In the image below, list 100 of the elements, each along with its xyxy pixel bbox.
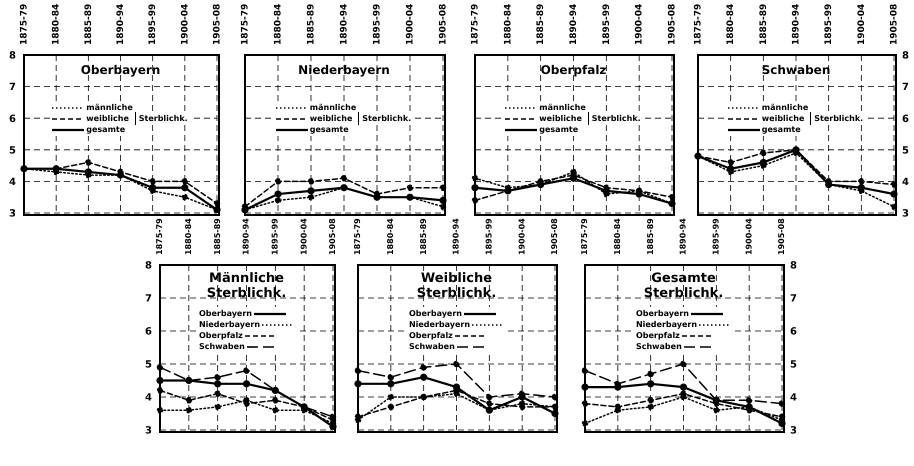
x-tick-label: 1900-04 — [180, 4, 190, 45]
y-tick-label: 3 — [9, 208, 16, 220]
y-tick-label: 8 — [9, 50, 16, 62]
y-tick-label: 6 — [902, 114, 909, 125]
text: Weibliche Sterblichk. — [416, 271, 498, 301]
x-tick-label: 1885-89 — [84, 4, 94, 45]
y-tick-label: 4 — [790, 392, 797, 404]
legend-label: männliche — [539, 102, 586, 113]
x-tick-label: 1905-08 — [667, 4, 678, 45]
x-tick-label: 1905-08 — [438, 4, 448, 45]
text: Niederbayern — [297, 62, 391, 78]
legend-label: Niederbayern — [198, 319, 260, 330]
legend-label: Niederbayern — [636, 319, 698, 330]
legend-label: gesamte — [539, 124, 578, 135]
y-tick-label: 7 — [902, 82, 909, 94]
x-tick-label: 1880-84 — [184, 218, 194, 255]
x-tick-label: 1885-89 — [536, 4, 546, 45]
x-tick-label: 1900-04 — [634, 4, 645, 45]
text: Schwaben — [760, 62, 832, 78]
x-tick-label: 1880-84 — [613, 218, 622, 255]
legend-label: männliche — [310, 102, 356, 113]
legend-label: Oberbayern — [636, 308, 689, 319]
x-tick-label: 1905-08 — [889, 4, 900, 45]
x-tick-label: 1895-99 — [484, 218, 494, 255]
legend-title: Sterblichk. — [358, 112, 414, 125]
x-tick-label: 1890-94 — [568, 4, 579, 45]
legend-label: männliche — [86, 102, 133, 113]
x-tick-label: 1890-94 — [791, 4, 802, 45]
y-tick-label: 7 — [145, 294, 152, 305]
text: Männliche Sterblichk. — [206, 271, 288, 301]
x-tick-label: 1895-99 — [712, 218, 721, 255]
y-tick-label: 4 — [902, 176, 909, 188]
legend-title: Sterblichk. — [810, 112, 866, 125]
legend-label: Oberbayern — [408, 308, 462, 319]
legend-title: Sterblichk. — [134, 112, 191, 125]
legend-label: weibliche — [86, 113, 129, 124]
y-tick-label: 6 — [790, 326, 797, 338]
y-tick-label: 7 — [790, 294, 797, 305]
x-tick-label: 1890-94 — [116, 4, 126, 45]
y-tick-label: 7 — [9, 82, 16, 94]
x-tick-label: 1895-99 — [372, 4, 382, 45]
x-tick-label: 1875-79 — [470, 4, 480, 45]
x-tick-label: 1885-89 — [306, 4, 316, 45]
x-tick-label: 1880-84 — [52, 4, 62, 45]
legend-label: Oberbayern — [198, 308, 252, 319]
x-tick-label: 1880-84 — [273, 4, 284, 45]
legend-label: gesamte — [86, 124, 126, 135]
x-tick-label: 1900-04 — [299, 218, 308, 255]
legend-label: gesamte — [310, 124, 349, 135]
x-tick-label: 1895-99 — [270, 218, 280, 255]
y-tick-label: 6 — [145, 326, 152, 338]
text: Oberpfalz — [540, 62, 608, 78]
x-tick-label: 1900-04 — [856, 4, 867, 45]
x-tick-label: 1905-08 — [777, 218, 786, 255]
x-tick-label: 1880-84 — [726, 4, 736, 45]
text: Gesamte Sterblichk. — [642, 271, 724, 301]
x-tick-label: 1890-94 — [452, 218, 461, 255]
legend-label: weibliche — [310, 113, 352, 124]
y-tick-label: 5 — [145, 360, 152, 371]
legend-label: Oberpfalz — [408, 330, 453, 341]
x-tick-label: 1885-89 — [758, 4, 769, 45]
legend-label: weibliche — [539, 113, 582, 124]
y-tick-label: 8 — [790, 260, 797, 272]
legend-label: Schwaben — [636, 341, 682, 352]
legend-label: gesamte — [762, 124, 801, 135]
legend-label: männliche — [762, 102, 808, 113]
x-tick-label: 1875-79 — [353, 218, 362, 255]
legend-title: Sterblichk. — [588, 112, 644, 125]
x-tick-label: 1895-99 — [148, 4, 158, 45]
legend-label: Oberpfalz — [198, 330, 243, 341]
x-tick-label: 1905-08 — [328, 218, 338, 255]
x-tick-label: 1895-99 — [824, 4, 834, 45]
y-tick-label: 3 — [145, 426, 152, 437]
y-tick-label: 8 — [145, 260, 152, 272]
x-tick-label: 1880-84 — [386, 218, 396, 255]
x-tick-label: 1900-04 — [744, 218, 754, 255]
x-tick-label: 1875-79 — [155, 218, 164, 255]
y-tick-label: 5 — [9, 145, 16, 156]
x-tick-label: 1905-08 — [550, 218, 560, 255]
x-tick-label: 1900-04 — [517, 218, 526, 255]
legend-label: Schwaben — [408, 341, 455, 352]
x-tick-label: 1895-99 — [602, 4, 612, 45]
legend-label: Schwaben — [198, 341, 245, 352]
y-tick-label: 5 — [902, 145, 909, 156]
legend-label: Niederbayern — [408, 319, 470, 330]
x-tick-label: 1875-79 — [580, 218, 590, 255]
x-tick-label: 1880-84 — [503, 4, 514, 45]
legend-label: weibliche — [762, 113, 804, 124]
y-tick-label: 4 — [145, 392, 152, 404]
x-tick-label: 1875-79 — [240, 4, 250, 45]
x-tick-label: 1890-94 — [242, 218, 251, 255]
x-tick-label: 1890-94 — [339, 4, 350, 45]
y-tick-label: 3 — [790, 426, 797, 437]
x-tick-label: 1885-89 — [418, 218, 428, 255]
x-tick-label: 1885-89 — [646, 218, 655, 255]
text: Oberbayern — [80, 62, 162, 78]
y-tick-label: 5 — [790, 360, 797, 371]
y-tick-label: 6 — [9, 114, 16, 125]
x-tick-label: 1890-94 — [678, 218, 688, 255]
x-tick-label: 1875-79 — [19, 4, 30, 45]
